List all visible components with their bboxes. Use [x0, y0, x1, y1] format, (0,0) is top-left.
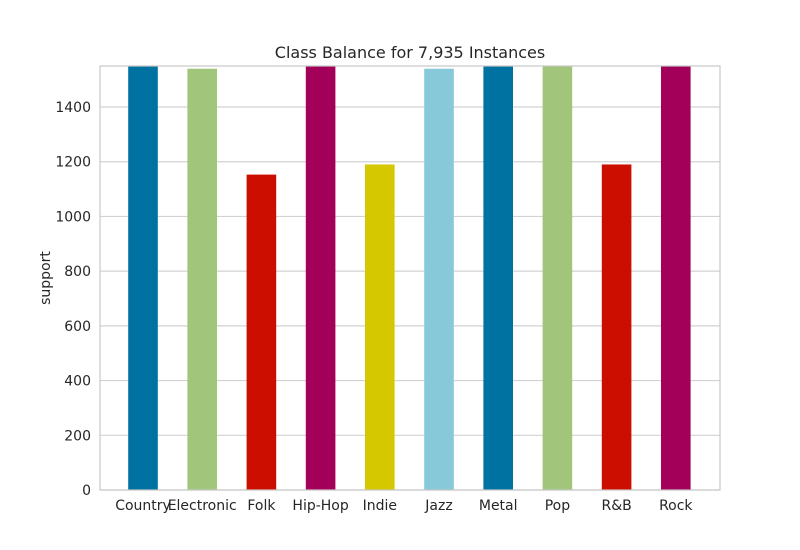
bar-electronic — [187, 69, 217, 490]
bar-hip-hop — [306, 66, 336, 490]
y-tick-label: 400 — [64, 374, 91, 390]
x-tick-label: Pop — [545, 498, 571, 514]
bar-r-b — [602, 164, 632, 490]
bar-metal — [483, 66, 513, 490]
bar-indie — [365, 164, 395, 490]
y-tick-label: 0 — [82, 483, 91, 499]
y-tick-label: 200 — [64, 428, 91, 444]
y-axis-ticks: 0 200 400 600 800 1000 1200 1400 — [55, 100, 91, 499]
bar-country — [128, 66, 158, 490]
x-tick-label: Electronic — [168, 498, 237, 514]
x-tick-label: Rock — [659, 498, 693, 514]
y-tick-label: 1200 — [55, 155, 91, 171]
y-tick-label: 1400 — [55, 100, 91, 116]
x-tick-label: Folk — [247, 498, 276, 514]
bar-pop — [543, 66, 573, 490]
bar-jazz — [424, 69, 454, 490]
y-tick-label: 1000 — [55, 209, 91, 225]
bar-folk — [247, 175, 277, 490]
bars — [128, 66, 690, 490]
x-tick-label: Metal — [479, 498, 518, 514]
y-axis-label: support — [38, 251, 54, 305]
bar-rock — [661, 66, 691, 490]
x-tick-label: Jazz — [424, 498, 452, 514]
chart-title: Class Balance for 7,935 Instances — [275, 43, 545, 62]
y-tick-label: 600 — [64, 319, 91, 335]
x-tick-label: Indie — [363, 498, 397, 514]
y-tick-label: 800 — [64, 264, 91, 280]
x-tick-label: Country — [115, 498, 171, 514]
x-tick-label: Hip-Hop — [292, 498, 348, 514]
x-tick-label: R&B — [601, 498, 631, 514]
